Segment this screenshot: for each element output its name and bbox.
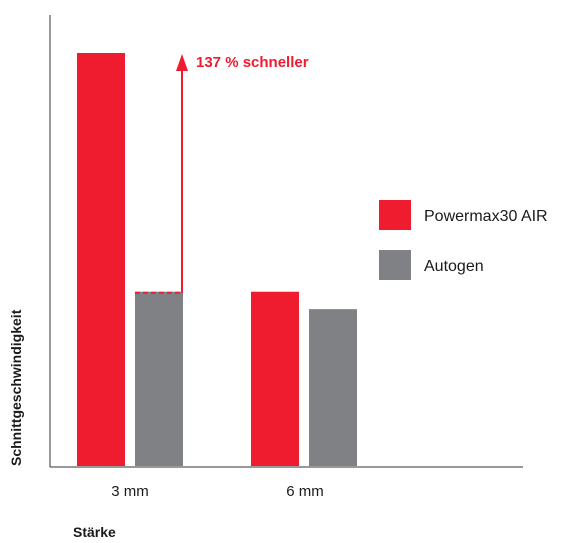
bar-powermax30-air-3mm	[77, 53, 125, 466]
legend-swatch-powermax	[379, 200, 411, 230]
x-tick-label-6mm: 6 mm	[286, 483, 324, 500]
x-axis-title: Stärke	[73, 524, 116, 540]
x-tick-label-3mm: 3 mm	[111, 483, 149, 500]
y-axis-title: Schnittgeschwindigkeit	[8, 309, 24, 466]
annotation-group: 137 % schneller	[135, 54, 309, 294]
bars-group	[77, 53, 357, 466]
annotation-label: 137 % schneller	[196, 54, 309, 71]
legend-swatch-autogen	[379, 250, 411, 280]
legend-label-powermax: Powermax30 AIR	[424, 208, 548, 225]
legend-label-autogen: Autogen	[424, 258, 484, 275]
bar-powermax30-air-6mm	[251, 291, 299, 466]
bar-autogen-3mm	[135, 291, 183, 466]
legend: Powermax30 AIR Autogen	[379, 200, 548, 280]
annotation-arrow-head	[176, 54, 188, 71]
bar-autogen-6mm	[309, 309, 357, 466]
